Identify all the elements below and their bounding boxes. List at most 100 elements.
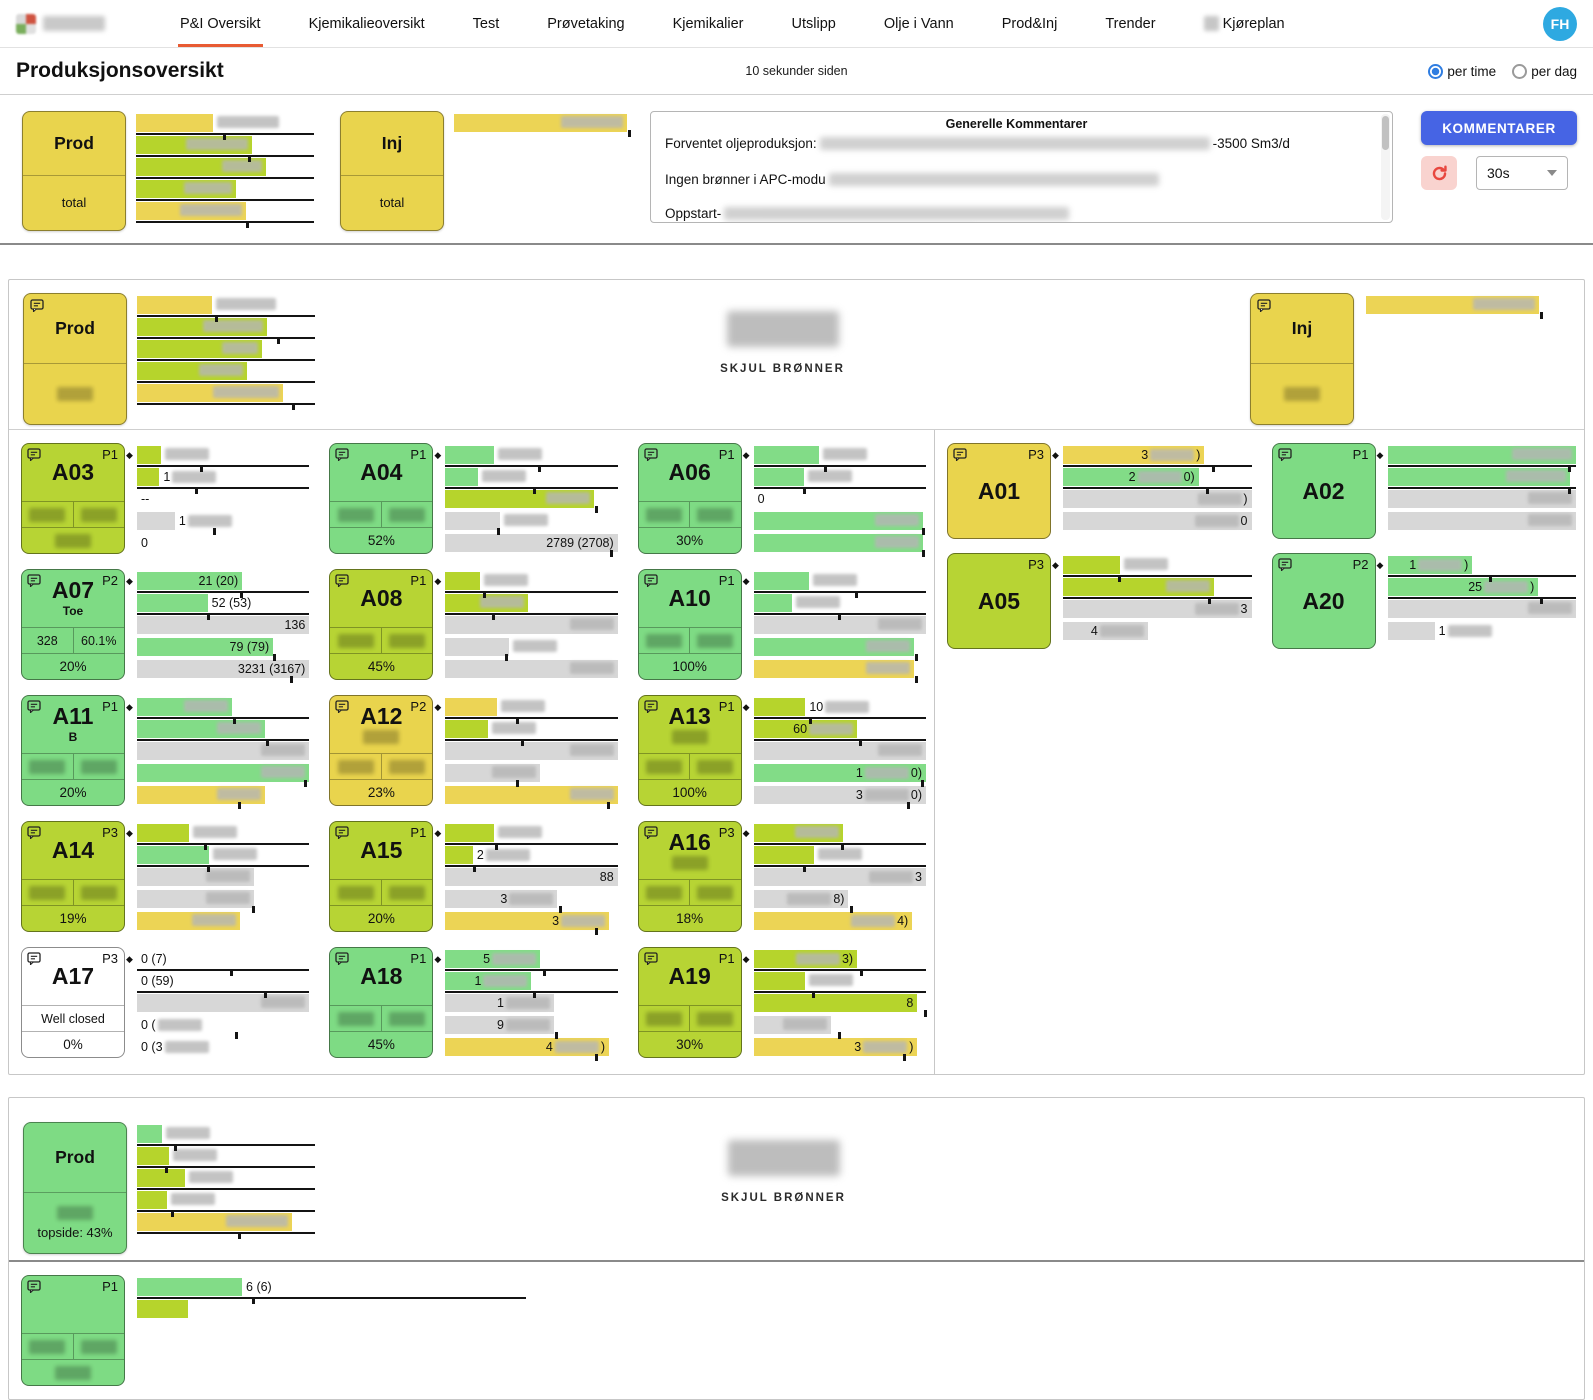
tab-olje-i-vann[interactable]: Olje i Vann xyxy=(882,0,956,47)
comment-icon[interactable] xyxy=(644,952,658,966)
well-card-a12[interactable]: P2 A12 23% xyxy=(329,695,434,806)
user-avatar[interactable]: FH xyxy=(1543,6,1577,41)
tab-test[interactable]: Test xyxy=(471,0,502,47)
comment-icon[interactable] xyxy=(1277,448,1292,462)
well-card-a17[interactable]: P3 A17 Well closed 0% xyxy=(21,947,125,1058)
well-a18: P1 A18 45% ◆ 5 1 1 9 4) xyxy=(317,940,625,1066)
hide-wells-button[interactable]: SKJUL BRØNNER xyxy=(711,1186,856,1210)
radio-unselected-icon[interactable] xyxy=(1512,63,1528,79)
comment-icon[interactable] xyxy=(335,952,349,966)
well-card-a19[interactable]: P1 A19 30% xyxy=(637,947,742,1058)
tab-utslipp[interactable]: Utslipp xyxy=(790,0,838,47)
tab-trender[interactable]: Trender xyxy=(1103,0,1157,47)
comment-icon[interactable] xyxy=(27,448,41,462)
platform1-inj-card[interactable]: Inj xyxy=(1250,293,1354,425)
comment-icon[interactable] xyxy=(644,700,658,714)
scrollbar-thumb[interactable] xyxy=(1382,116,1389,150)
well-card-a16[interactable]: P3 A16 18% xyxy=(637,821,742,932)
refresh-interval-select[interactable]: 30s xyxy=(1476,156,1568,190)
well-card-a08[interactable]: P1 A08 45% xyxy=(329,569,434,680)
platform2-center: SKJUL BRØNNER xyxy=(315,1122,1252,1210)
comment-icon[interactable] xyxy=(644,448,658,462)
comment-icon[interactable] xyxy=(644,574,658,588)
redacted-value xyxy=(497,448,542,460)
well-card-a04[interactable]: P1 A04 52% xyxy=(329,443,434,554)
radio-selected-icon[interactable] xyxy=(1428,63,1444,79)
well-card-a15[interactable]: P1 A15 20% xyxy=(329,821,434,932)
well-a12: P2 A12 23% ◆ xyxy=(317,688,625,814)
refresh-button[interactable] xyxy=(1421,156,1457,190)
well-name: A19 xyxy=(668,963,711,989)
well-card-a02[interactable]: P1 A02 xyxy=(1271,443,1376,539)
well-card-a20[interactable]: P2 A20 xyxy=(1271,553,1376,649)
bar-row xyxy=(137,889,309,913)
tab-pr-vetaking[interactable]: Prøvetaking xyxy=(545,0,626,47)
target-tick xyxy=(1489,575,1493,582)
comment-icon[interactable] xyxy=(335,448,349,462)
comment-icon[interactable] xyxy=(644,826,658,840)
axis-line xyxy=(445,613,618,615)
comment-icon[interactable] xyxy=(335,826,349,840)
bar-value: 2789 (2708) xyxy=(546,536,613,550)
general-comments-box[interactable]: Generelle Kommentarer Forventet oljeprod… xyxy=(650,111,1393,223)
well-card-a07[interactable]: P2 A07 Toe 328 60.1% 20% xyxy=(21,569,125,680)
comment-icon[interactable] xyxy=(27,826,41,840)
comment-icon[interactable] xyxy=(30,299,44,317)
comment-icon[interactable] xyxy=(27,1280,41,1294)
platform1-prod-card[interactable]: Prod xyxy=(23,293,127,425)
well-card-a14[interactable]: P3 A14 19% xyxy=(21,821,125,932)
axis-line xyxy=(1063,597,1252,599)
comment-icon[interactable] xyxy=(953,448,967,462)
card-subtitle-text: total xyxy=(61,195,87,211)
bar-value xyxy=(212,386,279,398)
comment-icon[interactable] xyxy=(1257,299,1271,317)
redacted-value xyxy=(874,514,919,526)
comment-icon[interactable] xyxy=(335,700,349,714)
well-card-unnamed[interactable]: P1 xyxy=(21,1275,125,1386)
well-bars: ◆ 3 8) 4) xyxy=(743,821,926,933)
totals-inj-card[interactable]: Inj total xyxy=(340,111,444,231)
well-card-a01[interactable]: P3 A01 xyxy=(947,443,1051,539)
tab-p-i-oversikt[interactable]: P&I Oversikt xyxy=(178,0,263,47)
comments-scrollbar[interactable] xyxy=(1381,114,1390,220)
platform2-prod-card[interactable]: Prod topside: 43% xyxy=(23,1122,127,1254)
target-tick xyxy=(272,654,276,661)
tab-kjemikalieoversikt[interactable]: Kjemikalieoversikt xyxy=(307,0,427,47)
axis-line xyxy=(753,739,926,741)
comment-icon[interactable] xyxy=(27,574,41,588)
radio-per-time[interactable]: per time xyxy=(1428,63,1496,79)
totals-prod-card[interactable]: Prod total xyxy=(22,111,126,231)
redacted-value xyxy=(505,1019,550,1031)
tab-prod-inj[interactable]: Prod&Inj xyxy=(1000,0,1060,47)
well-cells xyxy=(330,753,433,779)
well-card-a13[interactable]: P1 A13 100% xyxy=(637,695,742,806)
redacted-value xyxy=(483,975,528,987)
comment-icon[interactable] xyxy=(27,700,41,714)
bar-value-text: 88 xyxy=(599,870,614,884)
well-card-a10[interactable]: P1 A10 100% xyxy=(637,569,742,680)
comment-icon[interactable] xyxy=(1277,558,1292,572)
comment-icon[interactable] xyxy=(27,952,41,966)
well-card-a05[interactable]: P3 A05 xyxy=(947,553,1051,649)
well-card-a03[interactable]: P1 A03 xyxy=(21,443,125,554)
tab-kjemikalier[interactable]: Kjemikalier xyxy=(671,0,746,47)
redacted-value xyxy=(1099,625,1144,637)
well-card-a11[interactable]: P1 A11 B 20% xyxy=(21,695,125,806)
app-logo[interactable] xyxy=(16,13,134,34)
well-cells xyxy=(22,753,124,779)
priority-label: P1 xyxy=(410,447,427,462)
tab-kj-replan[interactable]: Kjøreplan xyxy=(1202,0,1287,47)
well-a11: P1 A11 B 20% ◆ xyxy=(9,688,317,814)
well-card-a06[interactable]: P1 A06 30% xyxy=(637,443,742,554)
well-a07: P2 A07 Toe 328 60.1% 20% ◆ 21 (20) 52 (53) 136 79 … xyxy=(9,562,317,688)
well-name: A05 xyxy=(977,587,1021,614)
bar-row xyxy=(137,1190,315,1217)
well-card-a18[interactable]: P1 A18 45% xyxy=(329,947,434,1058)
comments-button[interactable]: KOMMENTARER xyxy=(1421,111,1577,145)
comment-icon[interactable] xyxy=(335,574,349,588)
well-cell xyxy=(639,1006,690,1031)
well-cell xyxy=(380,1006,433,1031)
axis-line xyxy=(137,591,310,593)
hide-wells-button[interactable]: SKJUL BRØNNER xyxy=(710,357,855,381)
radio-per-dag[interactable]: per dag xyxy=(1512,63,1577,79)
